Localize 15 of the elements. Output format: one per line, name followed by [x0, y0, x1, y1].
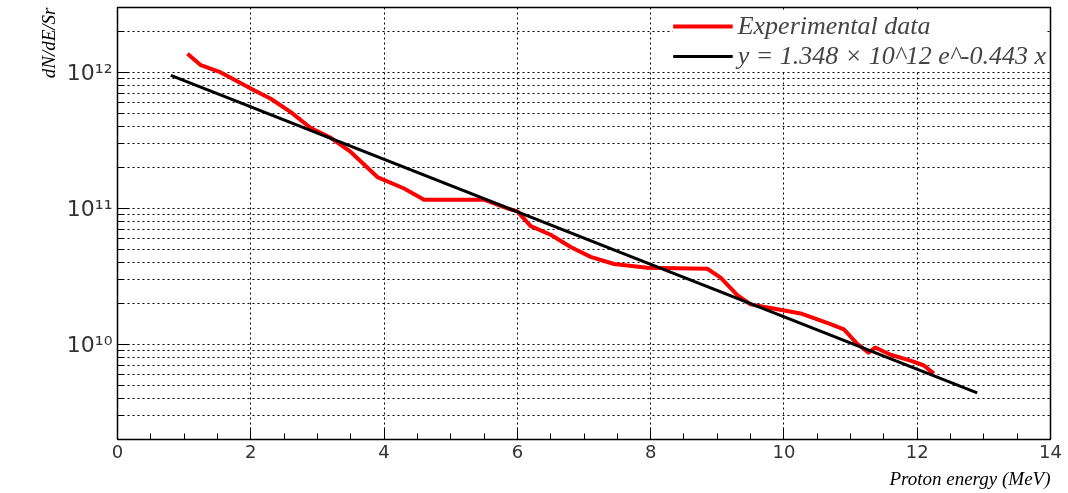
- x-tick-label: 0: [111, 440, 124, 462]
- legend-label: Experimental data: [737, 11, 931, 41]
- x-tick-label: 8: [644, 440, 657, 462]
- y-tick-label: 10¹⁰: [66, 331, 113, 357]
- x-tick-label: 14: [1039, 440, 1062, 462]
- y-tick-label: 10¹¹: [66, 195, 113, 221]
- x-tick-label: 10: [772, 440, 796, 462]
- x-tick-label: 4: [378, 440, 390, 462]
- y-tick-label: 10¹²: [66, 59, 113, 85]
- legend-label: y = 1.348 × 10^12 e^-0.443 x: [737, 41, 1046, 71]
- x-tick-label: 12: [905, 440, 929, 462]
- y-axis-title: dN/dE/Sr: [37, 6, 59, 79]
- x-tick-label: 2: [245, 440, 257, 462]
- x-tick-label: 6: [511, 440, 524, 462]
- x-axis-title: Proton energy (MeV): [888, 467, 1051, 490]
